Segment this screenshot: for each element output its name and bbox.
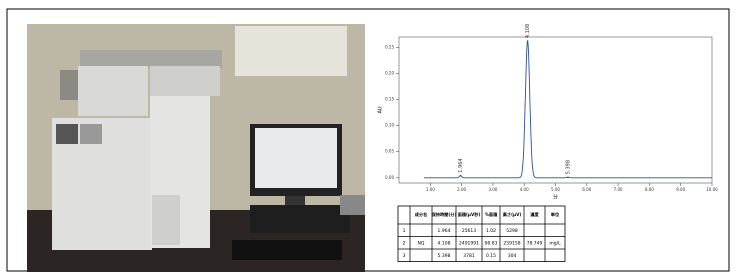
table-value: NQ: [418, 240, 425, 246]
table-value: 1: [403, 228, 406, 234]
x-tick-label: 10.00: [706, 187, 718, 192]
table-value: 98.83: [485, 240, 498, 246]
peak-label: 4.108: [525, 24, 531, 38]
table-value: 3: [403, 253, 406, 259]
peak-label: 5.398: [565, 160, 571, 174]
x-tick-label: 3.00: [488, 187, 497, 192]
table-value: 5.398: [438, 253, 451, 259]
table-header: 保持時間(分): [431, 211, 457, 218]
table-value: mg/L: [549, 240, 561, 246]
y-tick-label: 0.25: [385, 44, 394, 49]
table-value: 1.964: [438, 228, 451, 234]
table-value: 4.108: [438, 240, 451, 246]
photo: [27, 24, 365, 272]
x-tick-label: 6.00: [582, 187, 591, 192]
peak-apex: [567, 176, 569, 178]
page: 0.00 0.05 0.10 0.15 0.20 0.25 1.00 2.00 3.00 4.00…: [0, 0, 736, 276]
table-header: 濃度: [530, 211, 539, 218]
table-value: 3781: [463, 253, 475, 259]
table-value: 78.749: [527, 240, 543, 246]
x-axis-label: 分: [553, 194, 558, 201]
y-tick-label: 0.00: [385, 175, 394, 180]
x-tick-label: 9.00: [676, 187, 685, 192]
table-value: 5298: [506, 228, 518, 234]
y-axis-label: AU: [378, 106, 384, 113]
x-tick-label: 7.00: [614, 187, 623, 192]
table-header: 高さ(μV): [503, 211, 522, 218]
y-tick-label: 0.20: [385, 71, 394, 76]
table-value: 25613: [462, 228, 476, 234]
table-value: 1.02: [486, 228, 496, 234]
table-value: 2: [403, 240, 406, 246]
x-tick-label: 5.00: [551, 187, 560, 192]
table-header: 面積(μV秒): [458, 211, 481, 218]
y-tick-label: 0.10: [385, 123, 394, 128]
table-value: 2491991: [459, 240, 479, 246]
x-tick-label: 1.00: [426, 187, 435, 192]
table-header: 単位: [551, 211, 560, 218]
y-tick-label: 0.15: [385, 97, 394, 102]
table-value: 0.15: [486, 253, 496, 259]
peak-apex: [460, 175, 462, 177]
table-header: 成分名: [415, 211, 428, 218]
x-tick-label: 8.00: [645, 187, 654, 192]
x-tick-label: 4.00: [520, 187, 529, 192]
table-header: %面積: [485, 211, 498, 218]
x-tick-label: 2.00: [457, 187, 466, 192]
peak-apex: [527, 40, 529, 42]
results-table: 成分名保持時間(分)面積(μV秒) %面積高さ(μV) 濃度 単位 1 1.964 2561…: [398, 206, 565, 262]
peak-label: 1.964: [458, 158, 464, 172]
y-tick-label: 0.05: [385, 149, 394, 154]
table-value: 304: [508, 253, 517, 259]
table-value: 259158: [503, 240, 520, 246]
